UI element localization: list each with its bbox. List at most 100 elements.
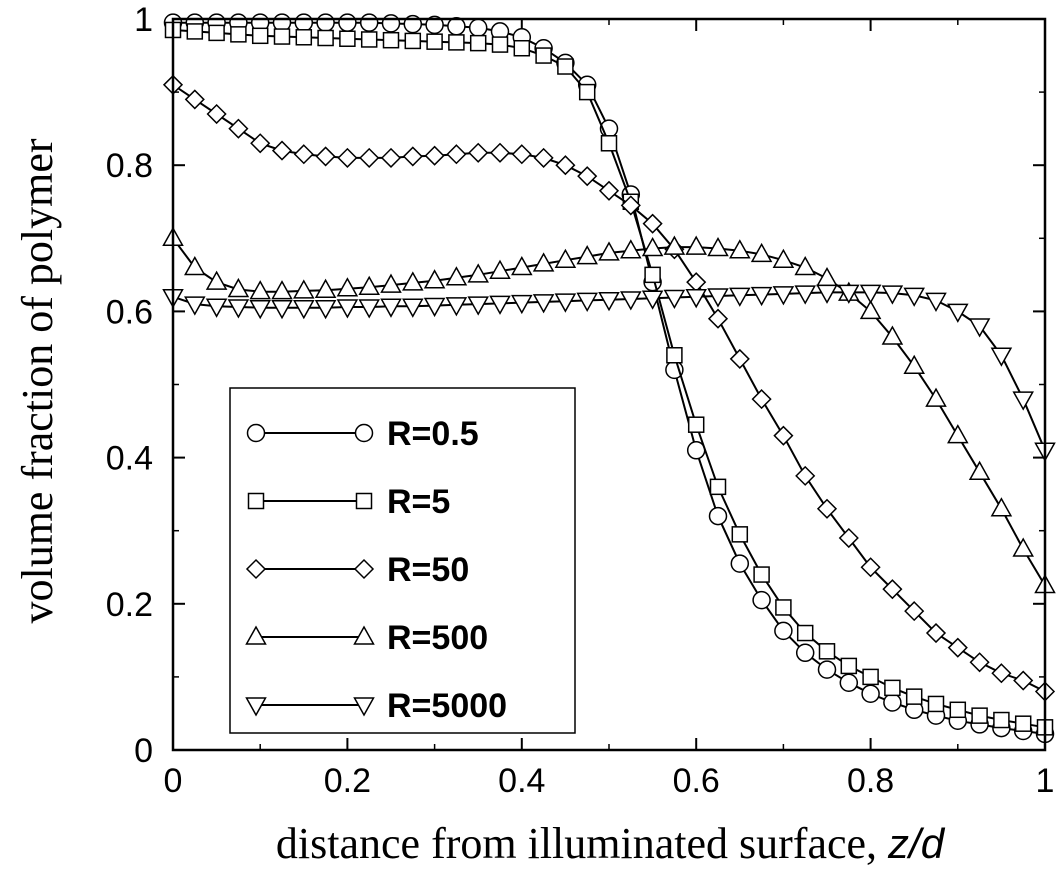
data-point [184,89,205,110]
data-point [949,701,967,719]
data-point [775,599,792,616]
data-point [513,39,531,57]
data-point [448,34,465,51]
data-point [794,256,816,276]
series-layer [162,13,1056,744]
data-point [795,643,815,663]
data-point [316,13,335,32]
data-point [251,27,269,45]
x-tick-label: 0.4 [498,762,545,800]
data-point [338,13,357,32]
data-point [620,195,641,216]
data-point [860,557,881,578]
data-point [467,296,489,316]
data-point [402,146,423,167]
tick-labels: 0 0.2 0.4 0.6 0.8 1 0 0.2 0.4 0.6 0.8 1 [106,1,1055,800]
data-point [576,245,598,265]
data-point [578,83,596,101]
data-point [360,31,378,48]
data-point [644,266,661,284]
series-square [164,21,1054,736]
x-tick-label: 0.8 [847,762,894,800]
data-point [339,30,356,47]
legend-marker [354,423,374,443]
legend-label: R=5000 [387,687,507,725]
data-point [707,308,729,329]
legend-marker [246,423,266,443]
data-point [271,280,293,300]
data-point [295,29,313,46]
data-point [708,506,728,526]
data-point [794,285,816,305]
data-point [271,140,293,161]
y-tick-label: 0.8 [106,147,153,185]
data-point [273,28,291,45]
data-point [511,256,533,276]
data-point [750,242,773,263]
data-point [293,144,314,165]
data-point [905,688,923,705]
data-point [205,298,228,318]
data-point [707,288,729,308]
data-point [489,259,511,279]
data-point [598,291,620,312]
x-axis-title: distance from illuminated surface, z/d [276,819,946,868]
data-point [818,643,836,660]
data-point [968,318,991,338]
series-diamond [162,74,1056,702]
data-point [884,679,901,697]
data-point [468,18,488,38]
data-point [881,285,904,305]
data-point [903,287,925,307]
data-point [206,103,227,125]
x-tick-label: 1 [1036,762,1055,800]
legend-marker [353,697,375,717]
data-point [424,145,445,166]
data-point [772,248,795,268]
legend-box [229,387,576,734]
data-point [991,663,1012,684]
data-point [947,424,969,444]
data-point [686,272,707,293]
data-point [227,277,250,298]
legend-marker [245,558,267,580]
data-point [620,291,642,311]
data-point [554,248,577,268]
data-point [641,290,664,310]
y-tick-label: 1 [134,1,153,39]
data-point [753,566,770,583]
data-point [557,58,574,75]
legend-marker [245,697,267,717]
data-point [838,527,859,549]
data-point [533,147,554,168]
data-point [947,637,968,658]
data-point [358,299,380,319]
data-point [535,47,552,64]
data-point [663,289,686,310]
data-point [859,299,882,320]
data-point [532,294,555,314]
data-point [447,17,466,36]
legend-label: R=0.5 [387,415,479,453]
data-point [532,252,555,272]
data-point [663,235,686,255]
data-point [839,673,859,692]
data-point [227,299,250,319]
data-point [358,275,380,296]
data-point [774,621,793,641]
data-point [469,34,487,52]
data-point [489,295,511,315]
data-point [862,668,879,686]
data-point [772,286,795,306]
data-point [446,144,467,165]
data-point [402,271,424,291]
x-tick-label: 0.6 [673,762,720,800]
data-point [816,284,838,304]
data-point [666,347,683,364]
x-axis-title-variable: z/d [887,820,946,867]
data-point [249,280,271,300]
data-point [423,297,446,318]
data-point [709,478,727,496]
data-point [600,135,618,152]
